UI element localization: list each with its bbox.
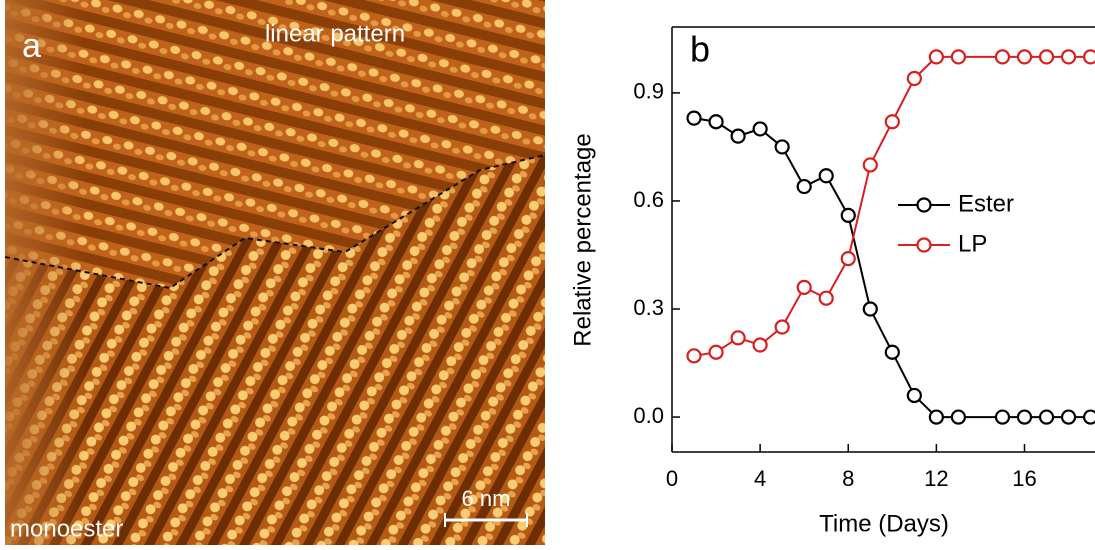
data-point [950, 409, 967, 425]
data-point [862, 157, 878, 173]
data-point [818, 168, 834, 184]
legend-marker [916, 197, 932, 213]
x-axis-label: Time (Days) [819, 510, 949, 537]
region-label: monoester [10, 515, 123, 542]
data-point [796, 279, 812, 296]
data-point [774, 319, 790, 335]
x-tick-label: 16 [1012, 466, 1036, 491]
data-point [906, 387, 922, 404]
data-point [818, 290, 834, 306]
panel-label: a [22, 27, 41, 65]
y-axis-label: Relative percentage [569, 133, 596, 346]
data-point [862, 301, 878, 317]
data-point [884, 344, 900, 360]
data-point [686, 110, 702, 126]
x-tick-label: 0 [666, 466, 678, 491]
y-tick-label: 0.3 [633, 295, 664, 320]
data-point [1038, 409, 1055, 425]
data-point [1082, 49, 1095, 65]
y-tick-label: 0.0 [633, 403, 664, 428]
data-point [994, 49, 1011, 65]
domain-boundary [4, 154, 546, 290]
data-point [1038, 49, 1055, 65]
data-point [1016, 409, 1033, 425]
chart: b Time (Days) Relative percentage [569, 29, 949, 538]
data-point [840, 207, 856, 223]
scale-label: 6 nm [462, 486, 511, 511]
legend-label: Ester [958, 190, 1014, 217]
data-point [950, 49, 967, 65]
data-point [796, 178, 812, 195]
data-point [708, 114, 724, 130]
data-point [1082, 409, 1095, 425]
data-point [774, 139, 790, 155]
x-tick-label: 8 [842, 466, 854, 491]
data-point [730, 128, 746, 144]
data-point [906, 70, 922, 87]
data-point [1060, 409, 1077, 425]
stm-image: a linear pattern monoester 6 nm [4, 0, 546, 545]
y-tick-label: 0.9 [633, 79, 664, 104]
data-point [752, 337, 768, 353]
legend-label: LP [958, 230, 987, 257]
data-point [884, 114, 900, 130]
data-point [730, 330, 746, 346]
region-label: linear pattern [265, 20, 405, 47]
data-point [752, 121, 768, 137]
data-point [1060, 49, 1077, 65]
series-line [693, 117, 1091, 419]
data-point [1016, 49, 1033, 65]
plot-area [686, 49, 1095, 425]
data-point [840, 250, 856, 267]
data-point [994, 409, 1011, 425]
panel-label: b [690, 29, 710, 70]
data-point [928, 409, 944, 425]
series-line [693, 55, 1091, 357]
data-point [686, 348, 702, 364]
data-point [708, 344, 724, 360]
x-tick-label: 4 [754, 466, 766, 491]
legend-marker [916, 237, 932, 253]
data-point [928, 49, 944, 65]
x-tick-label: 12 [924, 466, 948, 491]
y-tick-label: 0.6 [633, 187, 664, 212]
